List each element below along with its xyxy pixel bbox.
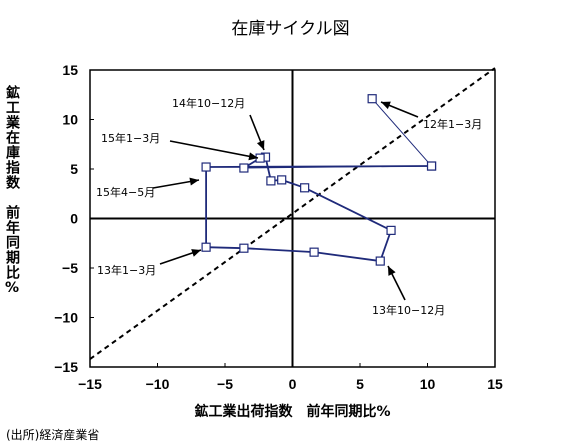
annotation-label: 12年1−3月 xyxy=(423,117,482,131)
data-point-marker xyxy=(375,256,385,266)
series-segment xyxy=(243,247,315,254)
source-note: (出所)経済産業省 xyxy=(6,428,100,442)
x-tick-label: −10 xyxy=(146,376,170,392)
annotation-arrow-head xyxy=(191,249,201,257)
y-tick-label: −5 xyxy=(62,260,78,276)
y-tick-label: −10 xyxy=(54,310,78,326)
diagonal-reference-line xyxy=(89,67,496,360)
x-tick-label: 15 xyxy=(487,376,503,392)
data-point-marker xyxy=(239,163,249,173)
series-segment xyxy=(379,230,392,262)
annotation-arrow-head xyxy=(256,140,265,150)
y-axis-label: 鉱工業在庫指数 前年同期比% xyxy=(4,85,20,297)
y-tick-label: 15 xyxy=(62,62,78,78)
annotation-label: 13年1−3月 xyxy=(97,263,156,277)
annotation-arrow-head xyxy=(381,101,391,110)
series-segment xyxy=(371,98,432,167)
x-tick-label: 0 xyxy=(289,376,297,392)
data-point-marker xyxy=(367,94,377,104)
annotation-label: 15年1−3月 xyxy=(101,131,160,145)
annotation-label: 14年10−12月 xyxy=(172,96,245,110)
data-point-marker xyxy=(426,161,437,171)
series-segment xyxy=(243,165,432,169)
annotation-arrow-line xyxy=(169,140,259,159)
data-point-marker xyxy=(309,247,319,257)
data-point-marker xyxy=(201,242,211,252)
annotation-label: 15年4−5月 xyxy=(96,185,155,199)
data-point-marker xyxy=(277,175,287,185)
chart-title: 在庫サイクル図 xyxy=(231,19,350,39)
x-tick-label: −15 xyxy=(78,376,102,392)
data-point-marker xyxy=(386,225,396,235)
x-tick-label: −5 xyxy=(217,376,233,392)
series-segment xyxy=(206,246,244,250)
x-tick-label: 5 xyxy=(356,376,364,392)
data-point-marker xyxy=(201,162,211,172)
annotation-arrow-head xyxy=(388,266,396,276)
annotation-arrow-head xyxy=(248,152,258,161)
data-point-marker xyxy=(300,183,310,193)
data-point-marker xyxy=(266,176,276,186)
annotation-arrow-head xyxy=(189,177,199,186)
y-tick-label: 5 xyxy=(70,161,78,177)
x-axis-label: 鉱工業出荷指数 前年同期比% xyxy=(194,404,391,420)
y-tick-label: 0 xyxy=(70,211,78,227)
series-segment xyxy=(313,251,381,262)
series-segment xyxy=(304,187,392,232)
x-tick-label: 10 xyxy=(420,376,436,392)
y-tick-label: −15 xyxy=(54,359,78,375)
annotation-label: 13年10−12月 xyxy=(372,303,445,317)
data-point-marker xyxy=(239,243,249,253)
y-tick-label: 10 xyxy=(62,112,78,128)
